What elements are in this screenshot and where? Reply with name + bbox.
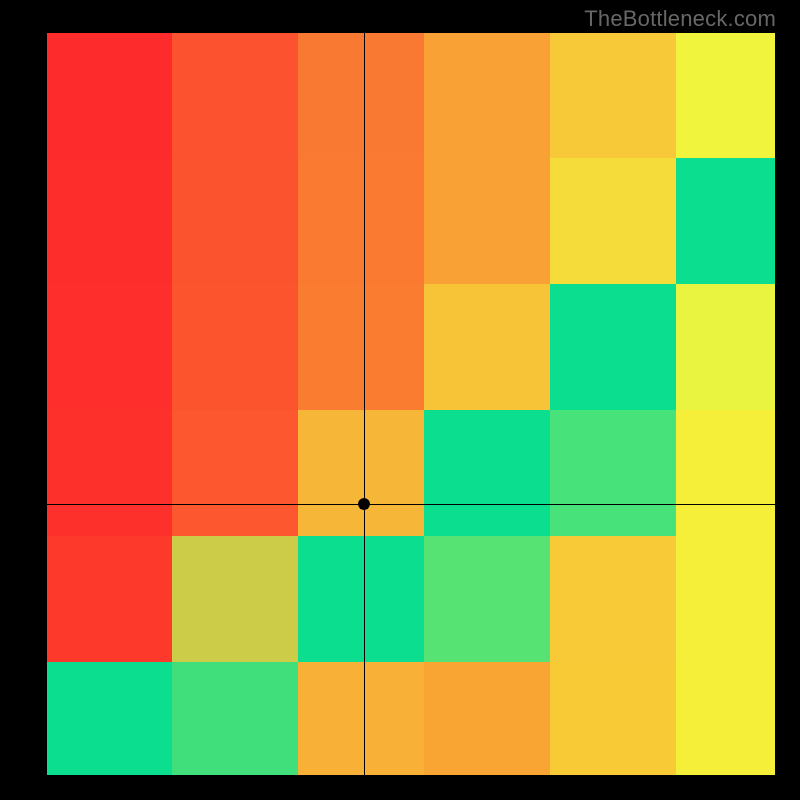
bottleneck-heatmap: [46, 32, 776, 776]
chart-container: { "watermark": "TheBottleneck.com", "wat…: [0, 0, 800, 800]
watermark-text: TheBottleneck.com: [584, 6, 776, 32]
